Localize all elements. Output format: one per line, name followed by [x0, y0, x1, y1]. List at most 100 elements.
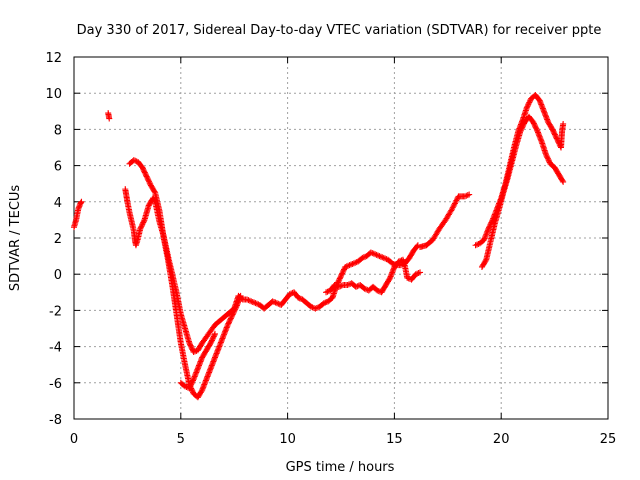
- data-point-marker: [272, 299, 279, 306]
- data-point-marker: [335, 283, 342, 290]
- data-point-marker: [404, 274, 411, 281]
- data-point-marker: [361, 285, 368, 292]
- data-point-marker: [338, 282, 345, 289]
- data-point-marker: [252, 300, 259, 307]
- data-point-marker: [551, 131, 558, 138]
- data-point-marker: [350, 260, 357, 267]
- data-point-marker: [374, 287, 381, 294]
- data-point-marker: [518, 126, 525, 133]
- data-point-marker: [526, 99, 533, 106]
- x-tick-label: 0: [70, 432, 78, 447]
- y-axis-label: SDTVAR / TECUs: [8, 185, 23, 292]
- data-point-marker: [472, 242, 479, 249]
- data-point-marker: [273, 300, 280, 307]
- data-point-marker: [544, 155, 551, 162]
- data-point-marker: [296, 295, 303, 302]
- data-point-marker: [386, 276, 393, 283]
- data-point-marker: [520, 121, 527, 128]
- data-point-marker: [226, 318, 233, 325]
- data-point-marker: [286, 291, 293, 298]
- data-point-marker: [248, 298, 255, 305]
- data-point-marker: [230, 308, 237, 315]
- data-point-marker: [482, 257, 489, 264]
- data-point-marker: [337, 283, 344, 290]
- data-point-marker: [344, 282, 351, 289]
- data-point-marker: [139, 222, 146, 229]
- data-point-marker: [186, 339, 193, 346]
- y-tick-label: -8: [49, 413, 62, 428]
- data-point-marker: [244, 296, 251, 303]
- data-point-marker: [186, 383, 193, 390]
- data-point-marker: [543, 153, 550, 160]
- data-point-marker: [140, 219, 147, 226]
- data-point-marker: [343, 263, 350, 270]
- data-point-marker: [186, 385, 193, 392]
- data-point-marker: [188, 381, 195, 388]
- data-point-marker: [560, 178, 567, 185]
- data-point-marker: [209, 336, 216, 343]
- data-point-marker: [463, 192, 470, 199]
- data-point-marker: [473, 241, 480, 248]
- data-point-marker: [231, 307, 238, 314]
- data-point-marker: [545, 156, 552, 163]
- series-arc-h: [472, 92, 567, 249]
- data-point-marker: [347, 261, 354, 268]
- data-point-marker: [230, 310, 237, 317]
- data-point-marker: [246, 297, 253, 304]
- data-point-marker: [335, 278, 342, 285]
- data-point-marker: [269, 298, 276, 305]
- series-arc-e: [177, 330, 218, 392]
- data-point-marker: [227, 316, 234, 323]
- data-point-marker: [145, 177, 152, 184]
- data-point-marker: [245, 297, 252, 304]
- data-point-marker: [530, 120, 537, 127]
- data-point-marker: [452, 199, 459, 206]
- data-point-marker: [485, 225, 492, 232]
- data-point-marker: [232, 305, 239, 312]
- data-point-marker: [339, 270, 346, 277]
- data-point-marker: [140, 218, 147, 225]
- data-point-marker: [138, 223, 145, 230]
- data-point-marker: [451, 201, 458, 208]
- data-point-marker: [190, 349, 197, 356]
- data-point-marker: [380, 254, 387, 261]
- data-point-marker: [324, 288, 331, 295]
- x-tick-label: 10: [279, 432, 296, 447]
- y-tick-label: 6: [54, 160, 62, 175]
- data-point-marker: [228, 314, 235, 321]
- x-tick-label: 20: [493, 432, 510, 447]
- y-tick-label: 8: [54, 123, 62, 138]
- data-point-marker: [341, 266, 348, 273]
- y-tick-label: -6: [49, 377, 62, 392]
- data-point-marker: [530, 119, 537, 126]
- data-point-marker: [224, 321, 231, 328]
- data-point-marker: [187, 382, 194, 389]
- data-point-marker: [295, 294, 302, 301]
- data-point-marker: [130, 157, 137, 164]
- data-point-marker: [543, 151, 550, 158]
- y-tick-label: 0: [54, 268, 62, 283]
- data-point-marker: [449, 204, 456, 211]
- data-point-marker: [312, 305, 319, 312]
- data-markers: [71, 92, 567, 401]
- data-point-marker: [453, 197, 460, 204]
- series-arc-d: [126, 157, 244, 401]
- data-point-marker: [526, 98, 533, 105]
- data-point-marker: [309, 304, 316, 311]
- data-point-marker: [249, 298, 256, 305]
- data-point-marker: [313, 304, 320, 311]
- data-point-marker: [367, 249, 374, 256]
- data-point-marker: [525, 100, 532, 107]
- data-point-marker: [331, 282, 338, 289]
- series-arc-b: [105, 110, 113, 122]
- series-arc-f: [323, 256, 424, 296]
- data-point-marker: [533, 126, 540, 133]
- data-point-marker: [532, 124, 539, 131]
- data-point-marker: [225, 320, 232, 327]
- data-point-marker: [187, 342, 194, 349]
- data-point-marker: [523, 104, 530, 111]
- data-point-marker: [519, 124, 526, 131]
- data-point-marker: [417, 269, 424, 276]
- data-point-marker: [211, 332, 218, 339]
- data-point-marker: [144, 174, 151, 181]
